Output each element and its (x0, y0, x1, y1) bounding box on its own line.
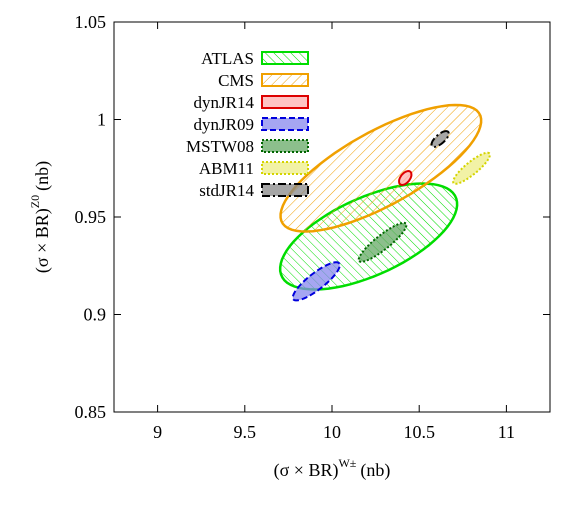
legend-label-dynjr09: dynJR09 (194, 115, 254, 134)
series-layer (278, 103, 491, 302)
y-tick-label: 1 (97, 110, 106, 130)
x-tick-label: 10.5 (403, 422, 435, 442)
legend-label-atlas: ATLAS (201, 49, 254, 68)
x-tick-label: 11 (498, 422, 515, 442)
ellipse-dynjr14 (398, 169, 413, 187)
y-axis-title: (σ × BR)Z0(nb) (28, 161, 53, 273)
legend-swatch-cms (261, 73, 309, 87)
legend-label-mstw08: MSTW08 (186, 137, 254, 156)
x-tick-label: 9.5 (234, 422, 257, 442)
y-tick-label: 0.95 (75, 207, 107, 227)
ellipse-cms (279, 103, 483, 233)
legend-swatch-dynjr14 (261, 95, 309, 109)
legend-swatch-dynjr09 (261, 117, 309, 131)
y-tick-label: 0.9 (84, 305, 107, 325)
legend-label-dynjr14: dynJR14 (194, 93, 255, 112)
tick-layer: 9 9.5 10 10.5 11 0.85 0.9 0.95 1 1.05 (75, 12, 550, 442)
legend-label-abm11: ABM11 (199, 159, 254, 178)
legend-swatch-abm11 (261, 161, 309, 175)
legend-label-stdjr14: stdJR14 (199, 181, 254, 200)
y-tick-label: 1.05 (75, 12, 107, 32)
x-axis-title: (σ × BR)W± (nb) (274, 456, 391, 481)
x-tick-label: 9 (153, 422, 162, 442)
legend-swatch-stdjr14 (261, 183, 309, 197)
legend-label-cms: CMS (218, 71, 254, 90)
legend-swatch-mstw08 (261, 139, 309, 153)
ellipse-mstw08 (357, 221, 408, 263)
ellipse-dynjr09 (291, 261, 341, 302)
ellipse-stdjr14 (430, 130, 450, 148)
x-tick-label: 10 (323, 422, 341, 442)
y-tick-label: 0.85 (75, 402, 107, 422)
ellipse-abm11 (452, 151, 491, 185)
legend: ATLAS CMS dynJR14 dynJR09 MSTW08 ABM11 stdJR14 (186, 49, 309, 200)
legend-swatch-atlas (261, 51, 309, 65)
